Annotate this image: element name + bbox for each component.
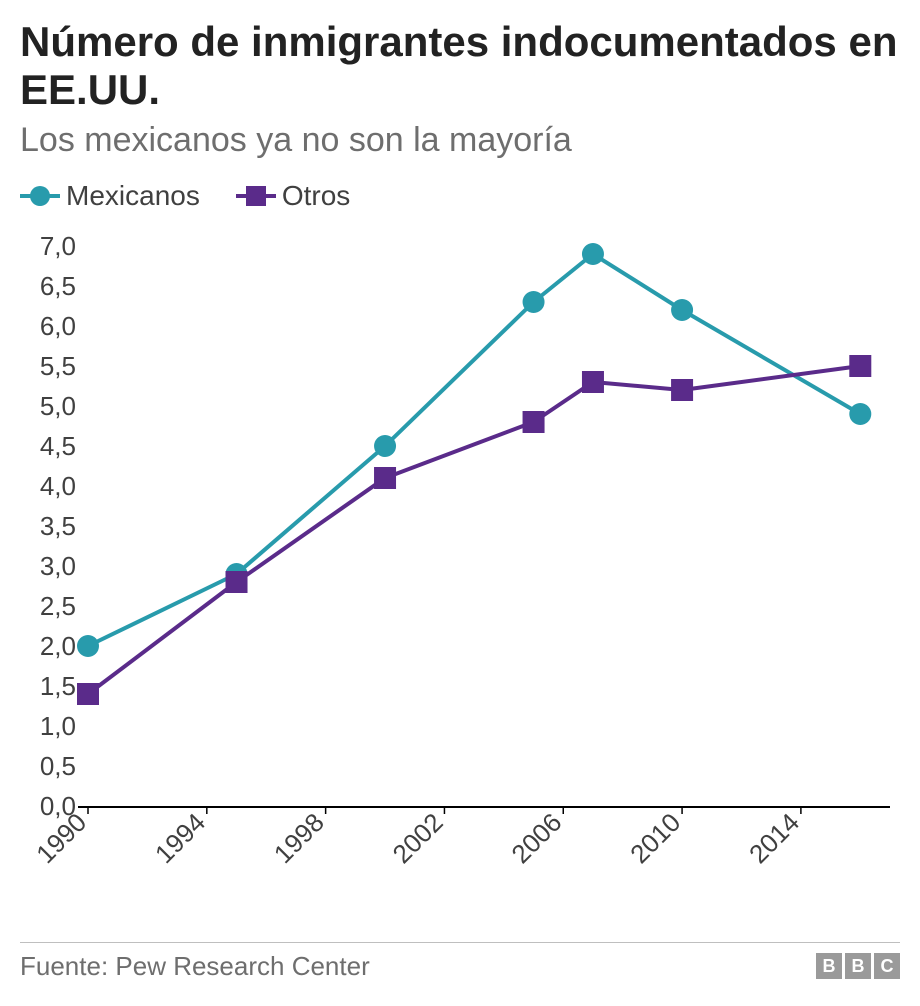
series-marker: [849, 355, 871, 377]
y-tick-label: 1,5: [40, 671, 76, 701]
series-marker: [849, 403, 871, 425]
bbc-logo: BBC: [816, 953, 900, 979]
y-tick-label: 4,0: [40, 471, 76, 501]
y-tick-label: 0,5: [40, 751, 76, 781]
series-marker: [374, 467, 396, 489]
y-tick-label: 1,0: [40, 711, 76, 741]
x-tick-label: 1998: [268, 807, 330, 869]
y-tick-label: 7,0: [40, 231, 76, 261]
x-tick-label: 2002: [387, 807, 449, 869]
series-marker: [582, 243, 604, 265]
legend-label: Otros: [282, 180, 350, 212]
legend-swatch: [236, 185, 276, 207]
series-line: [88, 366, 860, 694]
y-tick-label: 2,0: [40, 631, 76, 661]
line-chart-svg: 0,00,51,01,52,02,53,03,54,04,55,05,56,06…: [20, 226, 900, 926]
y-tick-label: 6,5: [40, 271, 76, 301]
chart-title: Número de inmigrantes indocumentados en …: [20, 18, 900, 115]
series-marker: [523, 411, 545, 433]
y-tick-label: 3,5: [40, 511, 76, 541]
y-tick-label: 6,0: [40, 311, 76, 341]
legend: Mexicanos Otros: [20, 180, 900, 212]
legend-item: Mexicanos: [20, 180, 200, 212]
chart-subtitle: Los mexicanos ya no son la mayoría: [20, 121, 900, 160]
bbc-logo-box: B: [845, 953, 871, 979]
y-tick-label: 5,0: [40, 391, 76, 421]
series-marker: [582, 371, 604, 393]
bbc-logo-box: C: [874, 953, 900, 979]
x-tick-label: 2006: [505, 807, 567, 869]
x-tick-label: 2010: [624, 807, 686, 869]
chart-area: 0,00,51,01,52,02,53,03,54,04,55,05,56,06…: [20, 226, 900, 926]
series-line: [88, 254, 860, 646]
series-marker: [77, 683, 99, 705]
series-marker: [671, 379, 693, 401]
series-marker: [671, 299, 693, 321]
series-marker: [523, 291, 545, 313]
y-tick-label: 4,5: [40, 431, 76, 461]
y-tick-label: 2,5: [40, 591, 76, 621]
legend-swatch: [20, 185, 60, 207]
footer-divider: [20, 942, 900, 943]
x-tick-label: 1994: [149, 807, 211, 869]
x-tick-label: 2014: [743, 807, 805, 869]
bbc-logo-box: B: [816, 953, 842, 979]
source-label: Fuente: Pew Research Center: [20, 951, 370, 982]
y-tick-label: 5,5: [40, 351, 76, 381]
series-marker: [226, 571, 248, 593]
series-marker: [374, 435, 396, 457]
y-tick-label: 3,0: [40, 551, 76, 581]
legend-label: Mexicanos: [66, 180, 200, 212]
series-marker: [77, 635, 99, 657]
legend-item: Otros: [236, 180, 350, 212]
